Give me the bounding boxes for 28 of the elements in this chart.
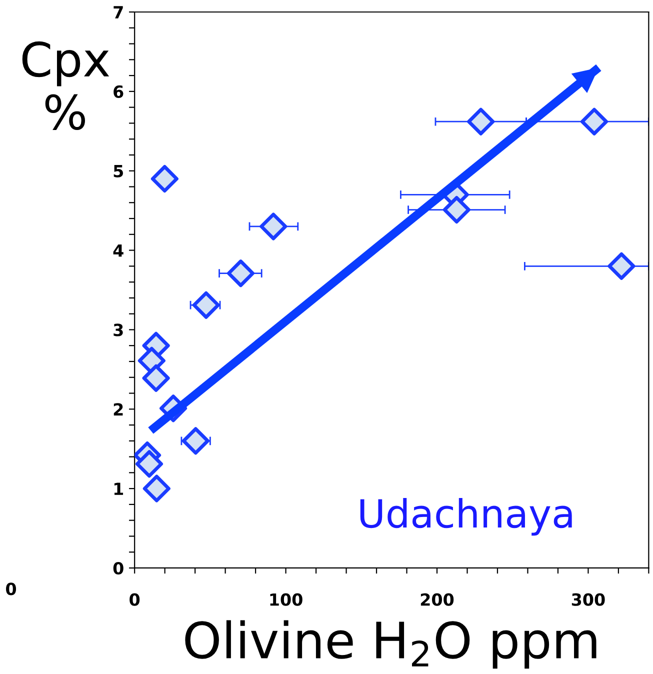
y-tick-label: 2 (114, 403, 123, 416)
point (226, 260, 254, 288)
point (135, 450, 164, 478)
point (150, 165, 178, 193)
point (192, 291, 220, 319)
x-tick-label: 300 (572, 593, 605, 606)
y-tick-label: 5 (114, 165, 124, 178)
point (467, 108, 495, 136)
y-tick-label: 7 (114, 6, 123, 18)
y-tick-label: 0 (113, 562, 124, 575)
x-tick-label: 100 (270, 593, 302, 606)
point (580, 108, 608, 136)
point (260, 212, 288, 240)
point (182, 427, 210, 455)
text: 0 (6, 582, 16, 596)
y-tick-label: 3 (114, 324, 123, 336)
x-tick-label: 0 (130, 593, 140, 606)
y-tick-label: 1 (114, 482, 124, 495)
y-tick-label: 6 (114, 85, 124, 98)
annotation: Udachnaya (360, 498, 572, 536)
point (608, 252, 636, 280)
point (442, 196, 470, 224)
point (142, 364, 170, 392)
x-tick-label: 200 (420, 593, 454, 606)
point (142, 474, 170, 502)
y-tick-label: 4 (113, 244, 124, 257)
y-axis-title: Cpx % (22, 41, 110, 130)
x-axis-title: Olivine H$_{2}$O ppm (185, 620, 596, 669)
